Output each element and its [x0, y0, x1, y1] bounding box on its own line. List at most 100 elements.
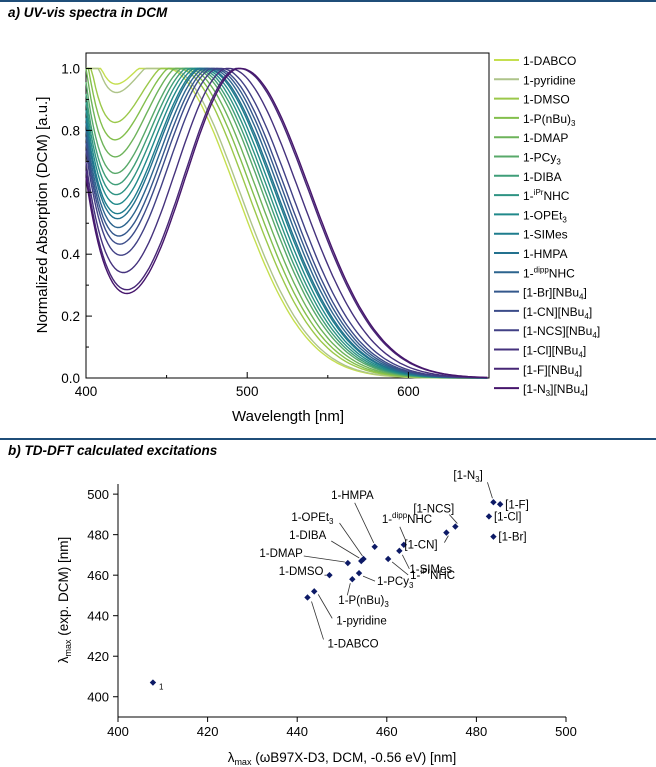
leader-line-1-opet3	[339, 522, 363, 557]
legend-label-1-dmso: 1-DMSO	[523, 93, 570, 107]
legend-label-1-dmap: 1-DMAP	[523, 131, 568, 145]
leader-line-1-iprnhc	[391, 561, 409, 576]
scatter-point-1-cl	[485, 513, 493, 520]
uv-vis-y-tick-label: 1.0	[61, 61, 80, 76]
scatter-point-1-ncs	[452, 523, 459, 530]
point-label-1-opet3: 1-OPEt3	[291, 512, 334, 526]
legend-label-1-ncs-nbu4: [1-NCS][NBu4]	[523, 324, 600, 340]
leader-line-1-pyridine	[317, 594, 333, 619]
scatter-point-1-hmpa	[371, 543, 378, 551]
legend-label-1-dabco: 1-DABCO	[523, 54, 576, 68]
uv-vis-y-tick-label: 0.4	[61, 247, 80, 262]
legend-label-1-simes: 1-SIMes	[523, 228, 568, 242]
scatter-point-1	[149, 679, 157, 686]
scatter-point-1-p-nbu-3	[349, 576, 356, 583]
legend-label-1-cl-nbu4: [1-Cl][NBu4]	[523, 344, 586, 360]
point-label-1-br: [1-Br]	[498, 532, 526, 544]
scatter-point-1-n3	[490, 499, 497, 506]
uv-vis-plot-frame	[85, 52, 490, 379]
leader-line-1-dmap	[303, 555, 345, 563]
point-label-1-n3: [1-N3]	[453, 470, 482, 484]
point-label-1-pyridine: 1-pyridine	[336, 615, 387, 627]
point-label-1-cl: [1-Cl]	[494, 511, 521, 523]
scatter-point-1-cn	[443, 529, 450, 536]
scatter-point-1-opet3	[360, 555, 367, 563]
legend-label-1-opet3: 1-OPEt3	[523, 208, 567, 224]
scatter-point-1-dmap	[344, 559, 352, 567]
legend-label-1-iprnhc: 1-iPrNHC	[523, 188, 570, 203]
scatter-point-1-f	[496, 501, 504, 508]
legend-label-1-cn-nbu4: [1-CN][NBu4]	[523, 305, 592, 321]
point-label-1-dmap: 1-DMAP	[259, 548, 303, 560]
uv-vis-x-tick-label: 400	[75, 384, 98, 399]
tddft-x-tick-label: 480	[466, 724, 488, 739]
uv-vis-ylabel: Normalized Absorption (DCM) [a.u.]	[34, 97, 51, 334]
uv-vis-y-tick-label: 0.2	[61, 309, 80, 324]
uv-vis-x-tick-label: 500	[236, 384, 259, 399]
legend-label-1-br-nbu4: [1-Br][NBu4]	[523, 286, 587, 302]
scatter-point-1-dmso	[326, 571, 333, 579]
leader-line-1-pcy3	[362, 575, 376, 582]
point-label-1-simes: 1-SIMes	[409, 564, 452, 576]
legend-label-1-pyridine: 1-pyridine	[523, 73, 576, 87]
leader-line-1-simes	[401, 554, 410, 570]
uv-vis-plot: 400 500 600 0.0 0.2 0.4 0.6 0.8 1.0 Wavelength […	[34, 52, 490, 425]
leader-line-1-p-nbu-3	[346, 583, 351, 596]
tddft-x-tick-label: 440	[286, 724, 308, 739]
point-label-1: 1	[159, 683, 164, 692]
tddft-y-tick-label: 460	[87, 568, 109, 583]
tddft-y-tick-label: 440	[87, 609, 109, 624]
point-label-1-p-nbu-3: 1-P(nBu)3	[338, 595, 389, 609]
legend-label-1-diba: 1-DIBA	[523, 170, 562, 184]
point-label-1-hmpa: 1-HMPA	[331, 490, 374, 502]
series-line-1-n3-nbu4	[85, 67, 488, 379]
panel-a-header: a) UV-vis spectra in DCM	[0, 0, 656, 25]
tddft-y-tick-label: 400	[87, 690, 109, 705]
legend-label-1-n3-nbu4: [1-N3][NBu4]	[523, 382, 588, 398]
uv-vis-y-tick-label: 0.8	[61, 123, 80, 138]
uv-vis-y-tick-label: 0.0	[61, 371, 80, 386]
leader-line-1-diba	[331, 540, 360, 559]
point-label-1-f: [1-F]	[505, 499, 529, 511]
scatter-point-1-dippnhc	[400, 541, 408, 548]
scatter-point-1-simes	[396, 547, 403, 555]
legend-label-1-hmpa: 1-HMPA	[523, 247, 567, 261]
point-label-1-ncs: [1-NCS]	[413, 504, 454, 516]
panel-b-heading: b) TD-DFT calculated excitations	[8, 443, 218, 458]
scatter-point-1-diba	[358, 557, 365, 565]
leader-line-1-cn	[444, 535, 449, 543]
leader-line-1-dippnhc	[399, 526, 407, 541]
tddft-points: 1 1-DABCO 1-pyridine 1-DMSO 1-P(nBu)3 1-DMAP 1…	[149, 470, 529, 692]
tddft-x-tick-label: 400	[107, 724, 129, 739]
leader-line-1-dabco	[311, 601, 324, 640]
point-label-1-pcy3: 1-PCy3	[377, 576, 414, 590]
tddft-ylabel: λmax (exp. DCM) [nm]	[56, 537, 73, 664]
tddft-axes: 400 420 440 460 480 500 400 420 440 460 480 500	[87, 487, 577, 739]
legend-label-1-p-nbu-3: 1-P(nBu)3	[523, 112, 576, 128]
panel-a-heading: a) UV-vis spectra in DCM	[8, 5, 168, 20]
tddft-xlabel: λmax (ωB97X-D3, DCM, -0.56 eV) [nm]	[228, 750, 457, 767]
uv-vis-xlabel: Wavelength [nm]	[232, 408, 344, 425]
leader-line-1-hmpa	[354, 502, 375, 543]
legend-label-1-dippnhc: 1-dippNHC	[523, 265, 575, 280]
panel-b-header: b) TD-DFT calculated excitations	[0, 438, 656, 463]
scatter-point-1-pyridine	[311, 588, 318, 595]
legend-label-1-pcy3: 1-PCy3	[523, 151, 561, 167]
point-label-1-cn: [1-CN]	[404, 540, 437, 552]
point-label-1-dabco: 1-DABCO	[328, 638, 379, 650]
tddft-plot: 400 420 440 460 480 500 400 420 440 460 480 500 1 1-…	[56, 470, 577, 767]
uv-vis-axes: 400 500 600 0.0 0.2 0.4 0.6 0.8 1.0	[61, 61, 490, 399]
series-line-1-cl-nbu4	[85, 67, 488, 379]
uv-vis-curves	[85, 67, 488, 379]
tddft-y-tick-label: 480	[87, 528, 109, 543]
leader-line-1-n3	[487, 482, 493, 499]
leader-line-1-ncs	[449, 514, 458, 524]
scatter-point-1-br	[490, 533, 497, 540]
tddft-y-tick-label: 500	[87, 487, 109, 502]
point-label-1-iprnhc: 1-iPrNHC	[410, 567, 455, 582]
tddft-x-tick-label: 460	[376, 724, 398, 739]
tddft-y-tick-label: 420	[87, 649, 109, 664]
point-label-1-dmso: 1-DMSO	[279, 566, 324, 578]
scatter-point-1-dabco	[304, 594, 311, 601]
uv-vis-y-tick-label: 0.6	[61, 185, 80, 200]
